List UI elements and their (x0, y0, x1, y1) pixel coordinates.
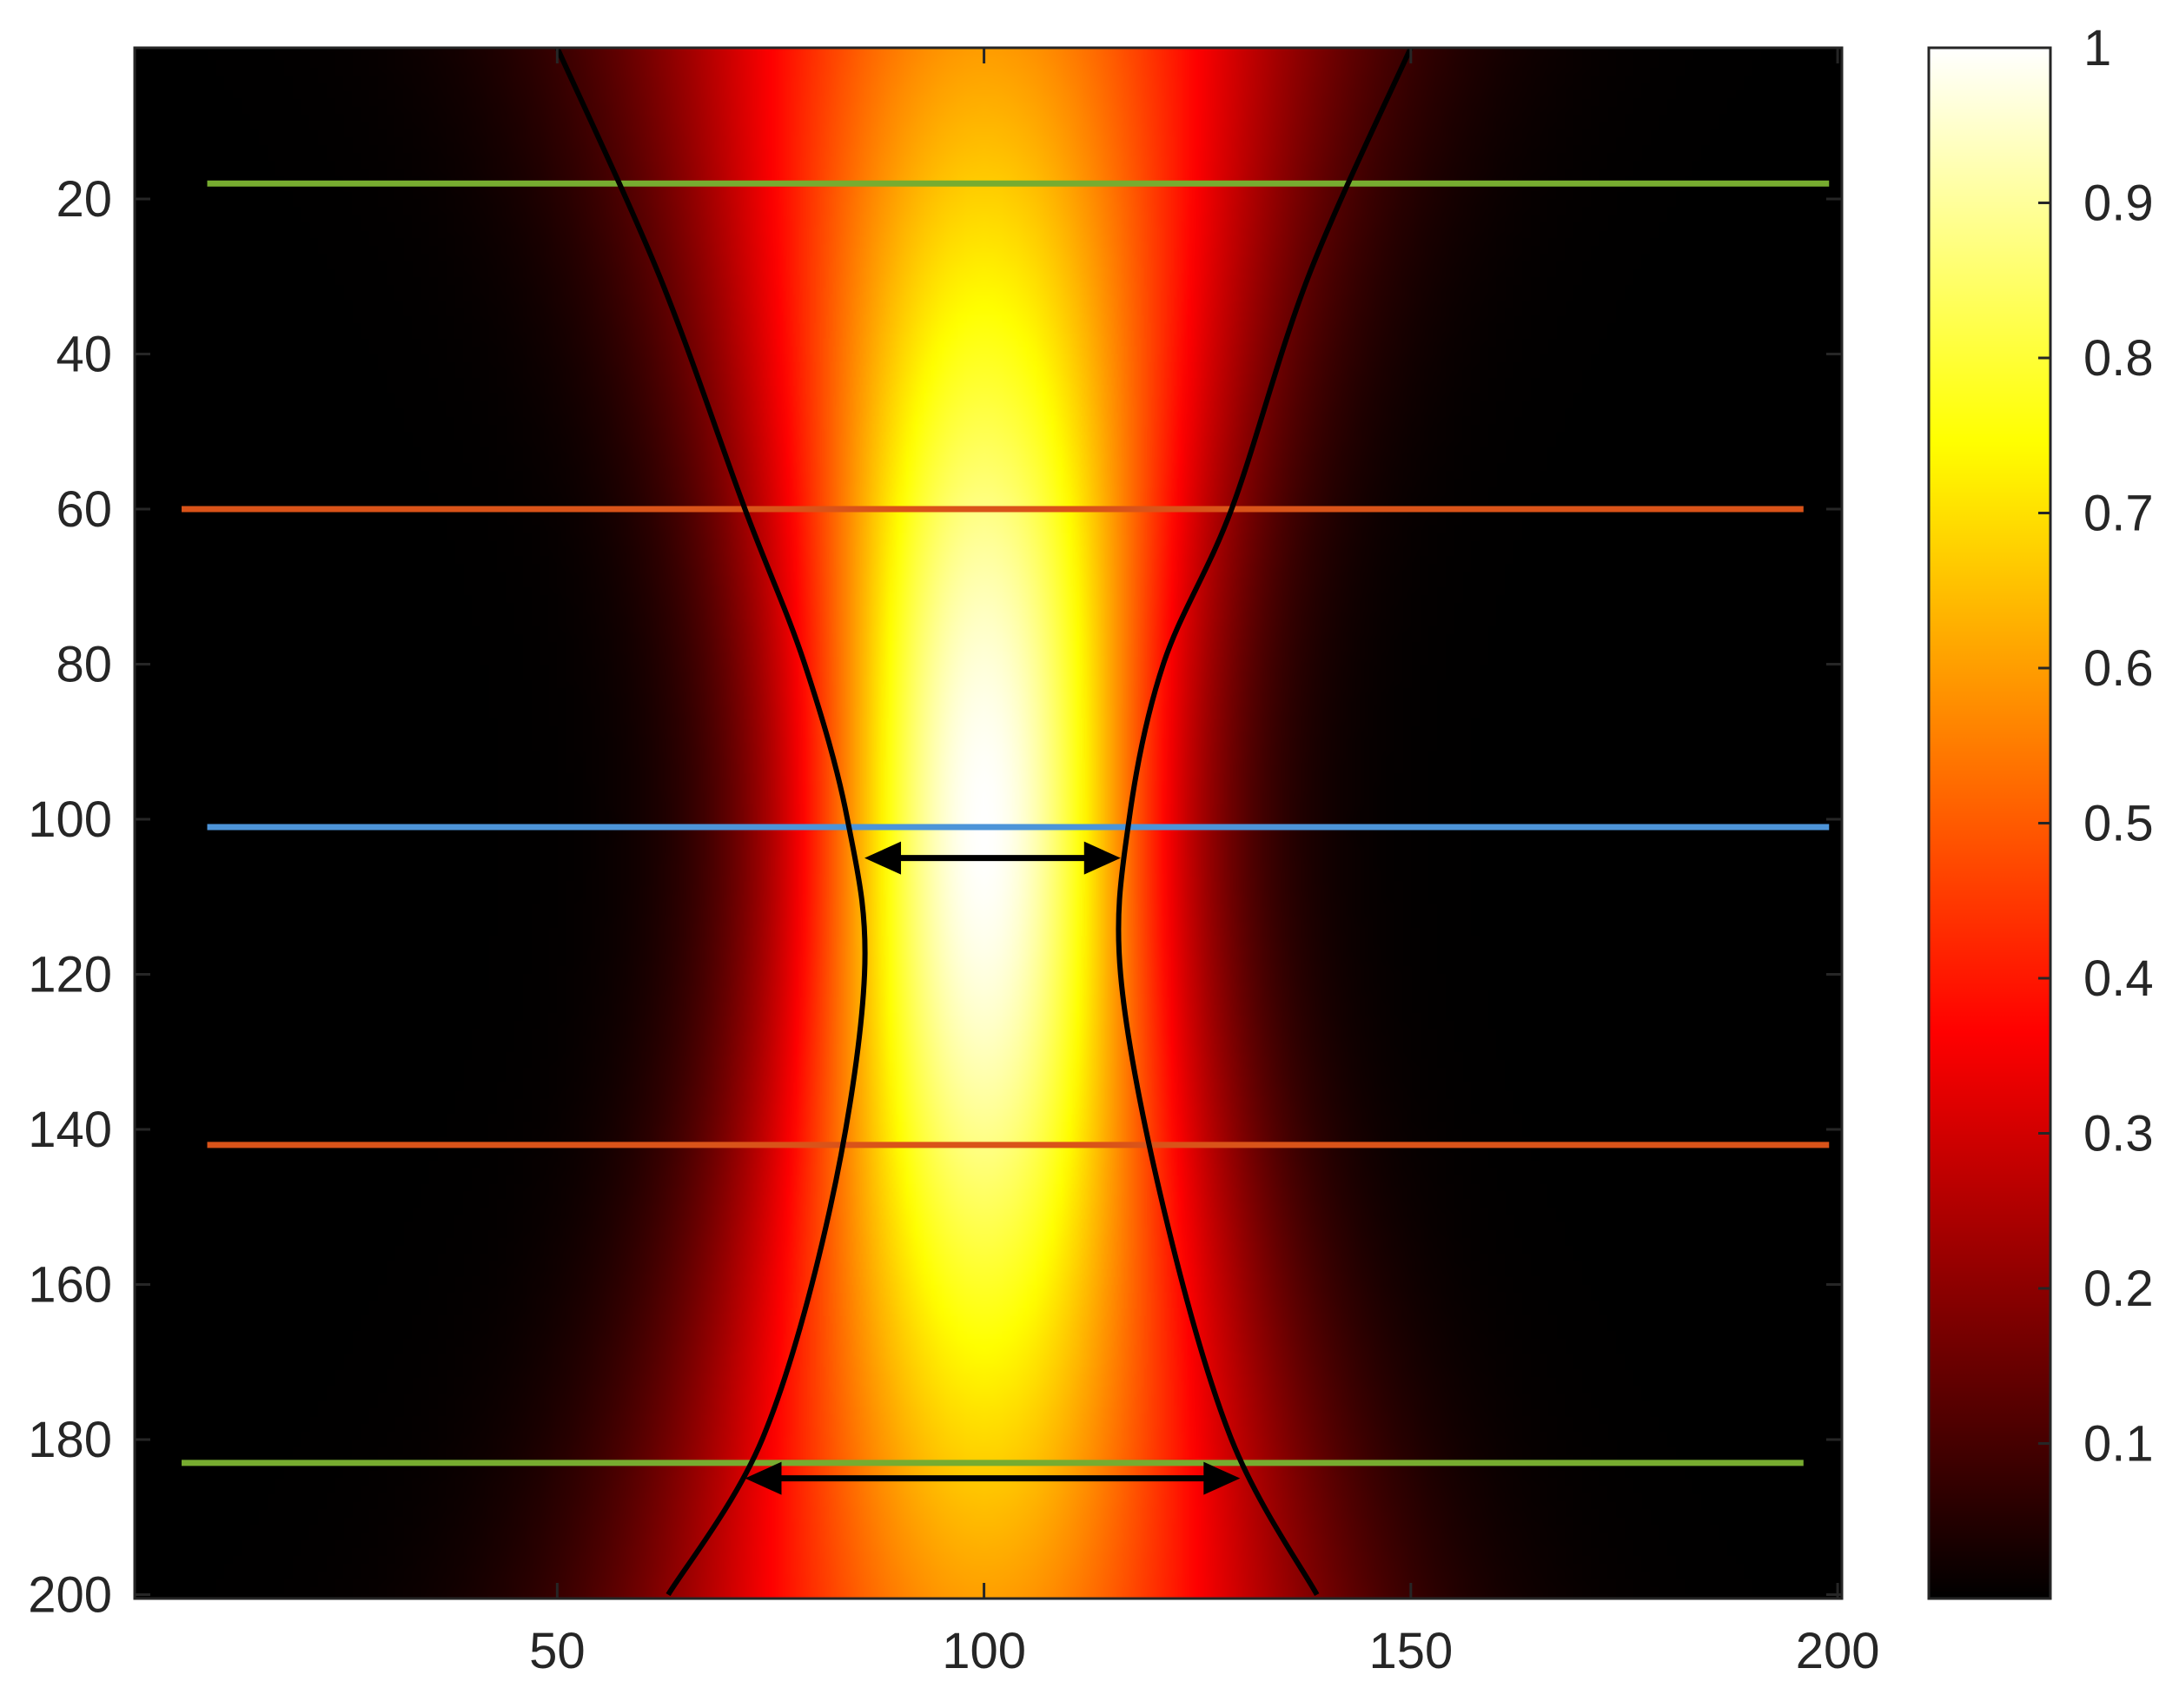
y-tick-label: 140 (28, 1102, 112, 1158)
y-tick-label: 20 (56, 171, 112, 228)
width-arrows (745, 841, 1241, 1495)
colorbar-gradient (1929, 48, 2050, 1599)
intensity-heatmap (135, 48, 1842, 1599)
y-tick-label: 40 (56, 327, 112, 383)
y-tick-label: 60 (56, 481, 112, 538)
colorbar-ticks: 0.1 0.2 0.3 0.4 0.5 0.6 0.7 0.8 0.9 1 (2038, 20, 2154, 1473)
beam-edge-left (554, 48, 868, 1597)
y-tick-label: 100 (28, 791, 112, 848)
colorbar-tick-label: 0.3 (2083, 1106, 2154, 1162)
colorbar-tick-label: 1 (2083, 20, 2111, 76)
x-tick-label: 150 (1368, 1623, 1453, 1679)
colorbar-tick-label: 0.6 (2083, 640, 2154, 697)
x-tick-label: 100 (942, 1623, 1026, 1679)
colorbar-tick-label: 0.2 (2083, 1261, 2154, 1317)
y-tick-label: 180 (28, 1412, 112, 1468)
colorbar-tick-label: 0.4 (2083, 950, 2154, 1007)
beam-edges (554, 48, 1414, 1597)
x-tick-label: 50 (529, 1623, 586, 1679)
y-tick-label: 200 (28, 1567, 112, 1624)
colorbar-tick-label: 0.7 (2083, 486, 2154, 542)
colorbar-tick-label: 0.1 (2083, 1416, 2154, 1473)
colorbar-tick-label: 0.8 (2083, 330, 2154, 387)
x-axis-ticks: 50 100 150 200 (529, 48, 1879, 1679)
beam-edge-right (1116, 48, 1414, 1596)
width-arrow-2 (745, 1461, 1241, 1495)
y-tick-label: 160 (28, 1257, 112, 1314)
width-arrow-1 (864, 841, 1121, 875)
y-tick-label: 120 (28, 947, 112, 1003)
colorbar-tick-label: 0.9 (2083, 175, 2154, 232)
colorbar: 0.1 0.2 0.3 0.4 0.5 0.6 0.7 0.8 0.9 1 (1927, 20, 2154, 1600)
y-axis-ticks: 20 40 60 80 100 120 140 160 180 200 (28, 171, 1842, 1624)
colorbar-tick-label: 0.5 (2083, 796, 2154, 852)
x-tick-label: 200 (1796, 1623, 1880, 1679)
y-tick-label: 80 (56, 637, 112, 693)
heatmap-plot: 50 100 150 200 20 40 60 80 100 120 140 160 180 200 (28, 46, 1879, 1679)
plot-frame (133, 46, 1844, 1600)
horizontal-lines (182, 180, 1830, 1466)
